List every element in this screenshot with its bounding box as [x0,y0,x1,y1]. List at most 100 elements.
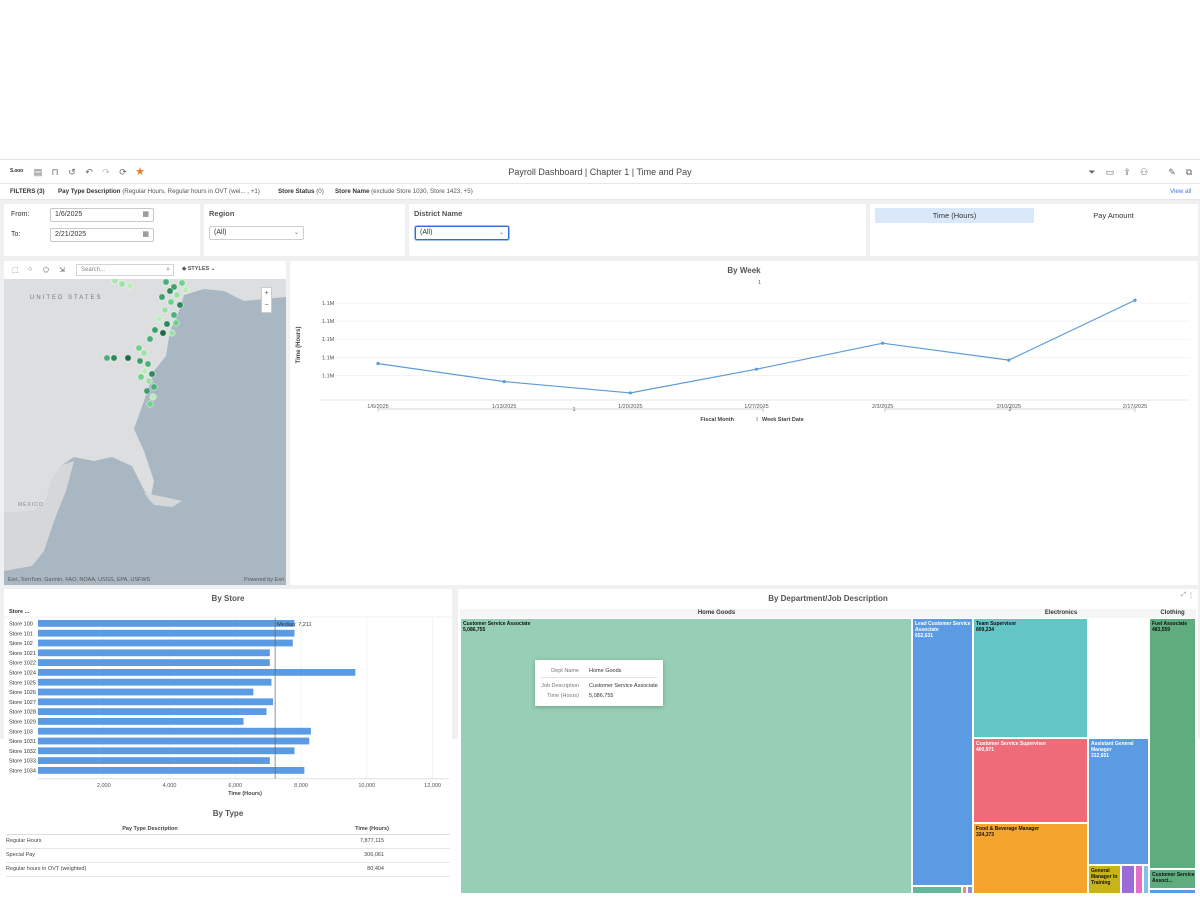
pan-tool-icon[interactable]: ⇲ [59,267,65,274]
store-label[interactable]: Store 1033 [9,759,36,765]
store-pin[interactable] [143,387,151,395]
store-label[interactable]: Store 1026 [9,690,36,696]
store-bar[interactable] [38,727,311,735]
zoom-in-button[interactable]: + [264,290,269,297]
store-pin[interactable] [166,287,174,295]
map-canvas[interactable]: UNITED STATES MÉXICO [4,261,286,585]
store-bar[interactable] [38,767,305,774]
history-icon[interactable]: ↺ [68,167,76,177]
store-pin[interactable] [170,311,178,319]
store-pin[interactable] [135,344,143,352]
select-circle-icon[interactable]: ○ [28,266,33,273]
store-pins[interactable] [103,277,190,408]
edit-icon[interactable]: ✎ [1168,167,1176,177]
store-pin[interactable] [136,357,144,365]
store-pin[interactable] [103,354,111,362]
store-bar[interactable] [38,649,270,657]
store-pin[interactable] [151,326,159,334]
region-select[interactable]: (All) ⌄ [209,226,304,240]
store-label[interactable]: Store 1032 [9,749,36,755]
share-icon[interactable]: ⇪ [1123,167,1131,177]
store-bar[interactable] [38,678,272,686]
store-pin[interactable] [178,279,186,287]
filter-store-status[interactable]: Store Status (0) [278,184,324,199]
powered-by-esri[interactable]: Powered by Esri [243,577,284,583]
treemap-tile[interactable]: General Manager In Training [1088,865,1121,894]
store-bar[interactable] [38,629,295,637]
store-label[interactable]: Store 1021 [9,651,36,657]
redo-icon[interactable]: ↷ [102,167,110,177]
zoom-out-button[interactable]: − [264,302,269,309]
line-point[interactable] [376,361,380,366]
treemap-tile-small[interactable] [1149,889,1196,894]
store-bar[interactable] [38,708,267,715]
store-pin[interactable] [168,329,176,337]
treemap-tile[interactable]: Fuel Associate 483,559 [1149,618,1196,869]
bookmark-icon[interactable]: ⊓ [51,167,59,177]
calendar-icon[interactable]: ▦ [142,231,149,238]
store-pin[interactable] [140,349,148,357]
store-map[interactable]: UNITED STATES MÉXICO ⬚ ○ ⬠ ⇲ Search... ⌕ … [4,261,286,585]
table-row[interactable]: Regular hours in OVT (weighted) 80,404 [6,862,450,877]
store-label[interactable]: Store 1025 [9,680,36,686]
treemap-tile[interactable]: Food & Beverage Manager 324,373 [973,823,1088,894]
store-pin[interactable] [161,306,169,314]
line-point[interactable] [628,391,632,395]
document-icon[interactable]: ▤ [33,167,43,177]
store-bar[interactable] [38,757,270,764]
store-pin[interactable] [148,370,156,378]
store-pin[interactable] [144,360,152,368]
store-pin[interactable] [172,319,180,327]
more-icon[interactable]: ⋮ [1188,593,1194,599]
store-label[interactable]: Store 1031 [9,739,36,745]
store-pin[interactable] [162,278,170,286]
store-label[interactable]: Store 1034 [9,769,36,775]
star-icon[interactable]: ★ [135,166,145,178]
store-bar[interactable] [38,688,254,696]
filter-icon[interactable]: ⏷ [1088,167,1096,177]
store-label[interactable]: Store 1029 [9,720,36,726]
table-row[interactable]: Regular Hours 7,877,115 [6,834,450,849]
store-pin[interactable] [158,293,166,301]
treemap-tile-small[interactable] [912,886,962,894]
user-icon[interactable]: ⚇ [1139,167,1149,177]
treemap-tile-small[interactable] [962,886,967,894]
comment-icon[interactable]: ▭ [1105,167,1115,177]
table-row[interactable]: Special Pay 306,061 [6,848,450,863]
treemap-tile[interactable]: Customer Service Associate 5,086,755 [460,618,912,894]
store-pin[interactable] [126,282,134,290]
map-styles-button[interactable]: ◈ STYLES ⌄ [182,266,216,272]
line-point[interactable] [1133,298,1137,302]
store-bar[interactable] [38,620,295,627]
undo-icon[interactable]: ↶ [85,167,93,177]
district-select[interactable]: (All) ⌄ [415,226,509,240]
store-bar[interactable] [38,639,293,647]
treemap-tile[interactable]: Customer Service Supervisor 400,971 [973,738,1088,823]
treemap-tile-small[interactable] [1135,865,1143,894]
store-bar[interactable] [38,669,356,676]
by-type-header-type[interactable]: Pay Type Description [6,824,294,835]
store-label[interactable]: Store 1028 [9,710,36,716]
from-date-input[interactable]: 1/6/2025 ▦ [50,208,154,222]
expand-icon[interactable]: ⧉ [1185,167,1193,177]
expand-icon[interactable]: ⤢ [1181,592,1186,598]
treemap-tile-small[interactable] [1143,865,1149,894]
filter-store-name[interactable]: Store Name (exclude Store 1030, Store 14… [335,184,473,199]
store-bar[interactable] [38,737,310,745]
filters-count[interactable]: FILTERS (3) [10,188,45,195]
treemap-tile-small[interactable] [1121,865,1135,894]
store-label[interactable]: Store 100 [9,622,33,628]
store-pin[interactable] [167,298,175,306]
store-bar[interactable] [38,698,274,706]
view-all-link[interactable]: View all [1170,188,1192,195]
store-pin[interactable] [118,280,126,288]
treemap-tile-small[interactable] [967,886,973,894]
map-search-input[interactable]: Search... ⌕ [76,264,174,276]
select-lasso-icon[interactable]: ⬠ [43,267,50,274]
store-label[interactable]: Store 1022 [9,661,36,667]
treemap-tile[interactable]: Lead Customer Service Associate 652,631 [912,618,973,886]
store-label[interactable]: Store 1027 [9,700,36,706]
store-pin[interactable] [110,354,118,362]
store-pin[interactable] [146,400,154,408]
treemap-tile[interactable]: Customer Service Associ... [1149,869,1196,889]
